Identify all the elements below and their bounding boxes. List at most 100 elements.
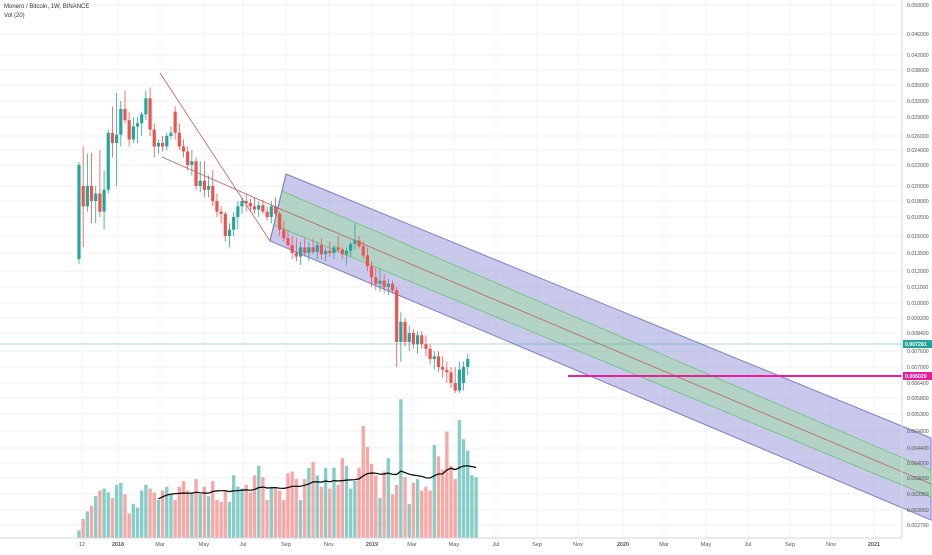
volume-bar (173, 500, 177, 538)
candle-body (378, 280, 382, 284)
price-tick-label: 0.004400 (907, 446, 929, 452)
candle-body (336, 247, 340, 250)
candle-body (202, 180, 206, 190)
candle-body (370, 266, 374, 278)
volume-bar (415, 479, 420, 538)
candle (328, 241, 332, 257)
volume-bar (382, 471, 386, 538)
candle (148, 87, 152, 136)
candle-body (257, 205, 261, 210)
time-tick-label: Mar (659, 542, 669, 548)
pitchfork-handle-median (161, 156, 279, 209)
candle-body (152, 129, 156, 147)
pitchfork-median-line (277, 207, 932, 485)
candle (144, 90, 148, 121)
candle (407, 325, 411, 351)
volume-bar (294, 479, 299, 538)
candle (261, 199, 265, 214)
volume-indicator-label[interactable]: Vol (20) (4, 13, 25, 19)
volume-bar (114, 484, 119, 538)
candle (424, 335, 428, 357)
candle-body (332, 247, 336, 253)
pitchfork-drawing[interactable] (159, 72, 932, 521)
candle-body (273, 206, 278, 214)
candle-body (315, 245, 319, 252)
candle-body (319, 245, 324, 255)
candle (415, 331, 420, 354)
price-tick-label: 0.024000 (907, 148, 929, 154)
time-tick-label: May (449, 542, 460, 548)
price-tick-label: 0.005300 (907, 412, 929, 418)
candle (127, 111, 131, 147)
volume-bar (127, 513, 131, 538)
candle (202, 161, 206, 198)
price-tick-label: 0.012000 (907, 269, 929, 275)
price-tick-label: 0.035000 (907, 83, 929, 89)
volume-bar (390, 494, 395, 538)
volume-bar (148, 488, 152, 538)
candle (77, 162, 81, 264)
candle-body (349, 243, 353, 251)
volume-bar (407, 503, 411, 538)
price-tick-label: 0.002790 (907, 523, 929, 529)
volume-bar (236, 486, 240, 538)
candle (428, 344, 432, 365)
candle-body (386, 283, 390, 287)
candle-body (307, 247, 311, 253)
candle-body (428, 348, 432, 359)
time-tick-label: 2018 (112, 542, 124, 548)
volume-bar (357, 467, 361, 538)
candle-body (236, 206, 240, 217)
volume-bar (190, 492, 194, 538)
candle (194, 157, 198, 190)
candle-body (81, 186, 85, 207)
candle-body (453, 383, 457, 391)
candle (324, 247, 328, 262)
candle-body (361, 246, 365, 256)
volume-bar (257, 465, 261, 538)
candle (165, 132, 169, 150)
candle (461, 361, 466, 391)
candle (298, 241, 303, 265)
candle-body (232, 217, 236, 230)
time-tick-label: 2021 (868, 542, 880, 548)
volume-bar (194, 479, 198, 538)
candle (110, 106, 115, 158)
candle (252, 197, 257, 214)
volume-bar (369, 463, 374, 538)
legend: Monero / Bitcoin, 1W, BINANCE Vol (20) (4, 3, 89, 21)
candle (98, 150, 102, 217)
price-tick-label: 0.005800 (907, 396, 929, 402)
volume-bar (403, 477, 407, 538)
candle-body (181, 146, 186, 152)
candle-body (240, 201, 244, 207)
candle-body (227, 229, 232, 236)
candle (386, 279, 390, 295)
volume-bar (328, 488, 332, 538)
volume-bar (420, 490, 424, 538)
candle (140, 111, 144, 136)
candle-body (173, 111, 177, 133)
candle-body (252, 206, 257, 210)
candle (156, 139, 161, 154)
volume-bar (89, 505, 94, 538)
volume-bar (466, 450, 470, 538)
candle (123, 90, 127, 124)
candle (211, 170, 215, 207)
candle (340, 247, 344, 259)
symbol-label[interactable]: Monero / Bitcoin, 1W, BINANCE (4, 4, 90, 10)
volume-bar (152, 492, 156, 538)
candle (131, 117, 135, 143)
price-label-badge: 0.007281 (903, 340, 932, 348)
volume-bar (344, 465, 349, 538)
candle-body (244, 201, 248, 204)
candle-body (324, 250, 328, 255)
candle (399, 312, 403, 362)
candle (102, 170, 106, 230)
price-badge-text: 0.006029 (905, 374, 927, 380)
volume-bar (319, 486, 324, 538)
time-tick-label: Nov (826, 542, 836, 548)
volume-ma-line (158, 465, 477, 500)
